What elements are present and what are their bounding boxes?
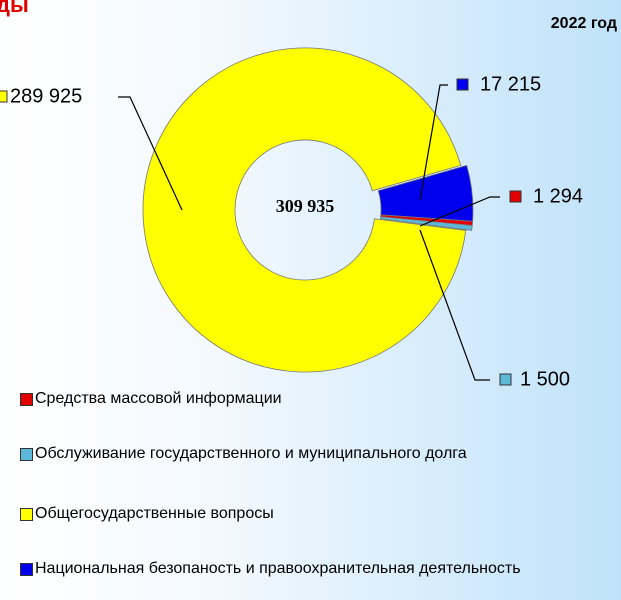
- data-label: 289 925: [10, 85, 82, 107]
- legend-swatch: [20, 563, 33, 576]
- legend-item: Общегосударственные вопросы: [20, 505, 620, 523]
- leader-line: [419, 196, 500, 227]
- donut-slice: [142, 47, 467, 373]
- subtitle: 2022 год: [551, 15, 617, 32]
- chart-title: ды: [0, 0, 29, 17]
- data-label: 1 294: [533, 185, 583, 207]
- data-label: 1 500: [520, 368, 570, 390]
- center-label: 309 935: [276, 196, 335, 216]
- legend-label: Средства массовой информации: [35, 390, 282, 407]
- label-marker: [509, 190, 522, 203]
- legend-item: Обслуживание государственного и муниципа…: [20, 445, 620, 463]
- leader-line: [118, 96, 183, 211]
- label-marker: [456, 78, 469, 91]
- leader-line: [419, 84, 448, 201]
- label-marker: [499, 373, 512, 386]
- legend-label: Общегосударственные вопросы: [35, 505, 274, 522]
- label-marker: [0, 90, 8, 103]
- leader-line: [419, 229, 490, 381]
- legend-swatch: [20, 508, 33, 521]
- legend-label: Обслуживание государственного и муниципа…: [35, 445, 467, 462]
- legend-swatch: [20, 448, 33, 461]
- legend-item: Национальная безопаность и правоохраните…: [20, 560, 620, 578]
- data-label: 17 215: [480, 73, 541, 95]
- legend-label: Национальная безопаность и правоохраните…: [35, 560, 521, 577]
- legend-swatch: [20, 393, 33, 406]
- legend-item: Средства массовой информации: [20, 390, 620, 408]
